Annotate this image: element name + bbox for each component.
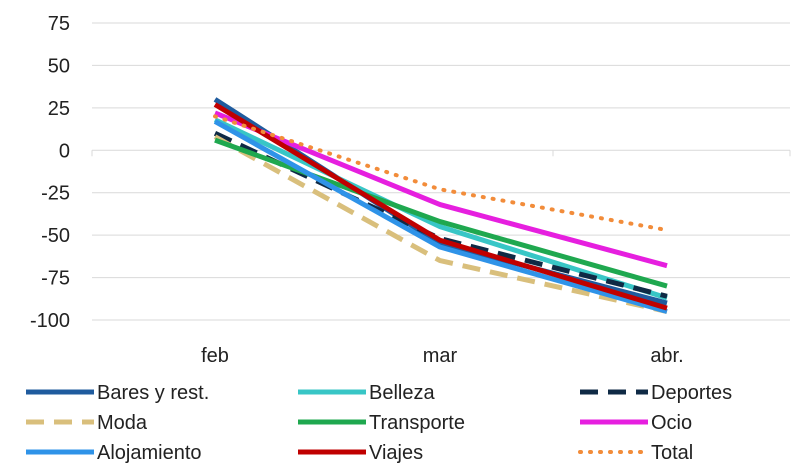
legend-label: Transporte [369,412,465,434]
y-tick-label: -75 [41,268,70,290]
y-tick-label: 50 [48,55,70,77]
y-tick-label: 0 [59,140,70,162]
series-line [214,110,668,269]
series-line [213,102,668,311]
series-line [213,97,668,306]
legend-label: Total [651,442,693,464]
series-line [213,114,669,233]
series-line [214,137,668,289]
x-tick-label: abr. [650,345,683,367]
y-tick-label: 25 [48,98,70,120]
y-axis-tick-labels: 75 50 25 0 -25 -50 -75 -100 [30,13,70,332]
x-tick-label: mar [423,345,458,367]
y-tick-label: -50 [41,225,70,247]
legend-label: Viajes [369,442,423,464]
y-tick-label: 75 [48,13,70,35]
chart-legend: Bares y rest. Belleza Deportes Moda Transpor… [26,382,732,464]
legend-label: Alojamiento [97,442,202,464]
series-line [213,119,668,314]
legend-label: Belleza [369,382,435,404]
legend-label: Ocio [651,412,692,434]
series-line [213,131,668,299]
legend-label: Bares y rest. [97,382,209,404]
x-axis-tick-labels: feb mar abr. [201,345,684,367]
legend-label: Deportes [651,382,732,404]
series-line [213,117,668,301]
y-tick-label: -100 [30,310,70,332]
chart-grid [91,22,791,321]
y-tick-label: -25 [41,183,70,205]
x-tick-label: feb [201,345,229,367]
legend-label: Moda [97,412,148,434]
series-line [213,134,668,314]
chart-series-lines [213,97,669,314]
